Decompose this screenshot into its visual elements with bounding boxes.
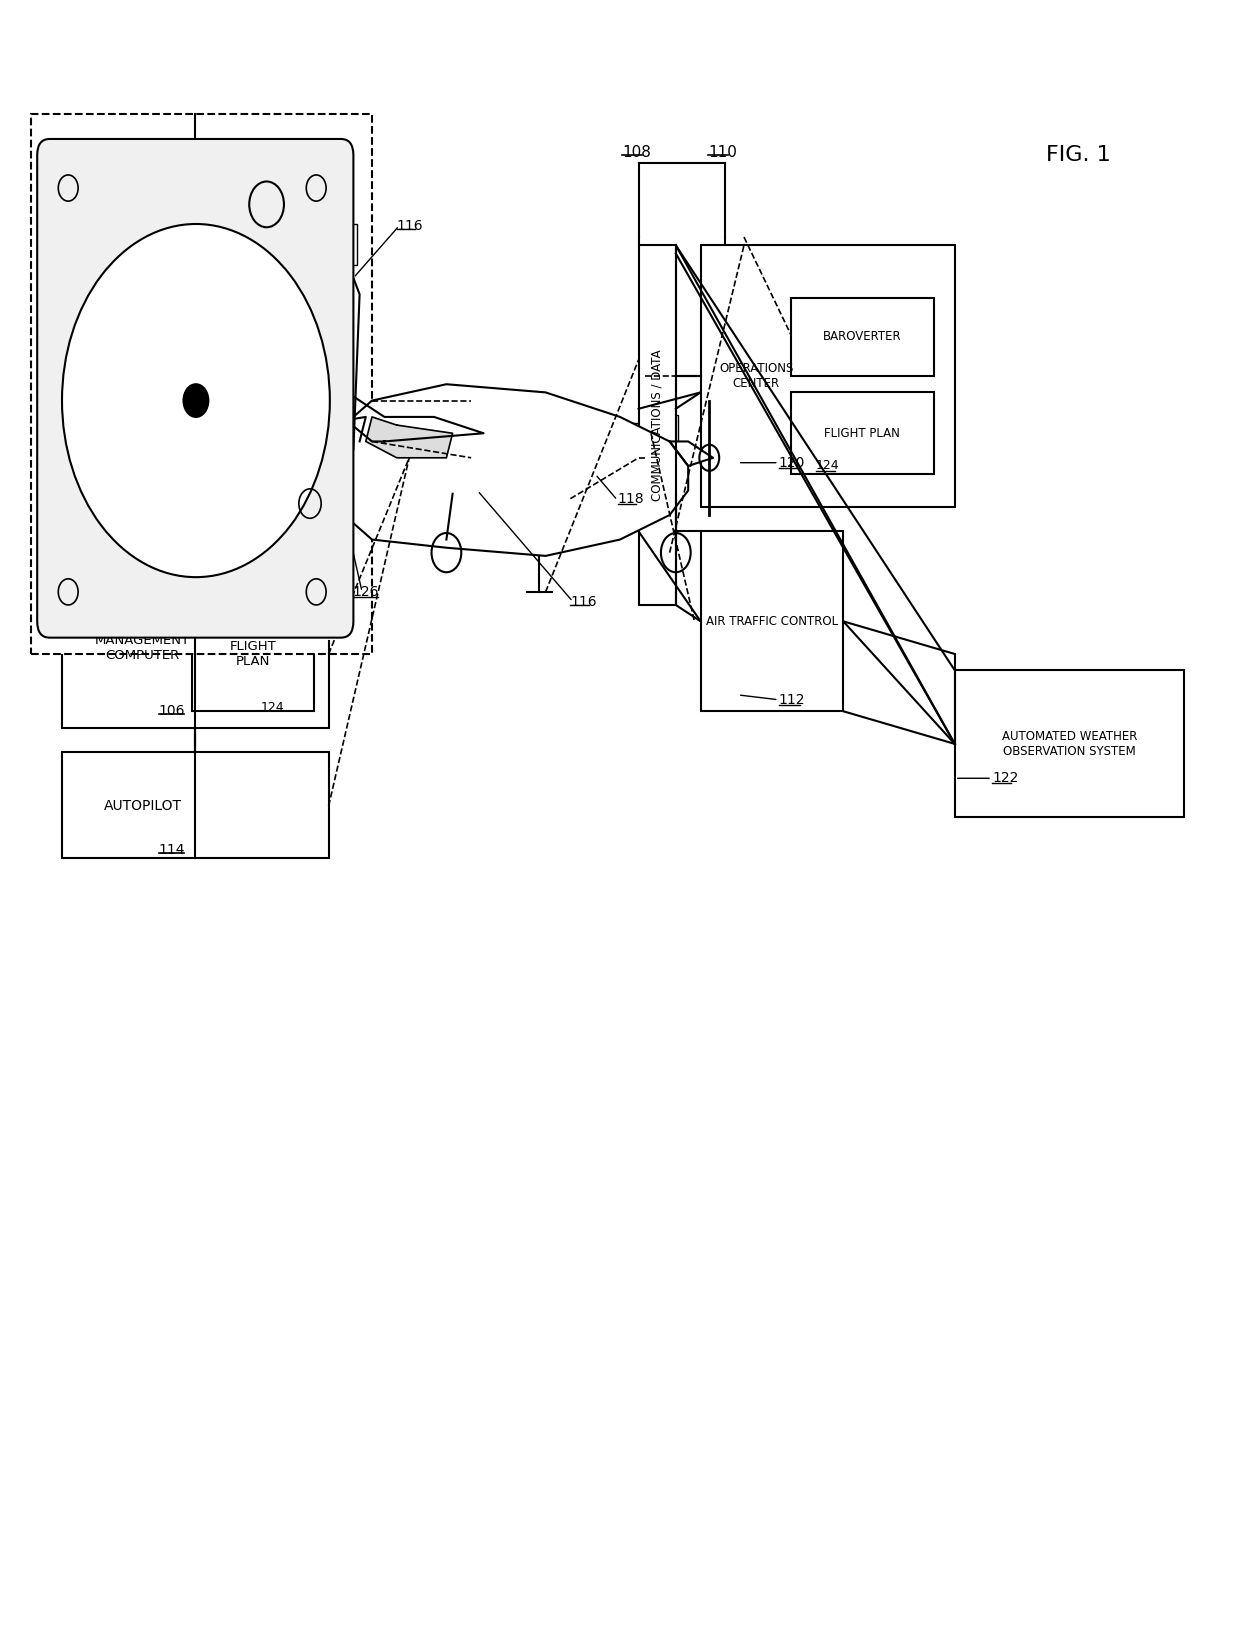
- Text: 110: 110: [708, 144, 737, 160]
- Bar: [791, 298, 934, 376]
- Bar: [290, 224, 312, 265]
- Text: 10: 10: [188, 262, 203, 271]
- Text: 116: 116: [397, 219, 423, 232]
- Text: 9: 9: [298, 240, 305, 250]
- Bar: [171, 289, 193, 330]
- Bar: [620, 423, 651, 453]
- Text: 9: 9: [133, 288, 140, 298]
- Text: 102: 102: [207, 585, 234, 598]
- Bar: [651, 415, 678, 445]
- Circle shape: [184, 384, 208, 417]
- Polygon shape: [267, 401, 366, 441]
- Bar: [62, 564, 329, 728]
- Text: 9: 9: [320, 240, 327, 250]
- Bar: [639, 245, 676, 605]
- Text: 0: 0: [201, 306, 208, 316]
- Text: 7: 7: [95, 437, 103, 446]
- Text: OPERATIONS
CENTER: OPERATIONS CENTER: [719, 361, 794, 391]
- Text: FLIGHT PLAN: FLIGHT PLAN: [825, 427, 900, 440]
- Bar: [268, 224, 290, 265]
- Bar: [508, 409, 539, 438]
- Bar: [471, 404, 502, 433]
- Text: 2: 2: [275, 240, 283, 250]
- Text: 120: 120: [779, 456, 805, 469]
- Bar: [583, 419, 614, 448]
- Bar: [701, 245, 955, 507]
- Text: 116: 116: [570, 595, 596, 608]
- Polygon shape: [670, 441, 713, 466]
- Text: 122: 122: [992, 772, 1018, 785]
- Text: 118: 118: [618, 492, 644, 505]
- Text: 124: 124: [816, 459, 839, 473]
- Text: COMMUNICATIONS / DATA: COMMUNICATIONS / DATA: [651, 350, 663, 500]
- Bar: [31, 114, 372, 654]
- Bar: [192, 597, 314, 711]
- Text: 4: 4: [252, 504, 259, 513]
- Text: 108: 108: [622, 144, 651, 160]
- Bar: [701, 531, 843, 711]
- Text: 124: 124: [260, 701, 284, 714]
- Text: 5: 5: [192, 530, 200, 540]
- Text: 112: 112: [779, 693, 805, 706]
- Text: 9: 9: [223, 306, 231, 316]
- Polygon shape: [366, 417, 453, 458]
- Bar: [546, 414, 577, 443]
- Text: 106: 106: [159, 705, 185, 718]
- Text: 2: 2: [342, 240, 350, 250]
- Bar: [791, 392, 934, 474]
- Text: 114: 114: [159, 844, 185, 857]
- Bar: [193, 289, 216, 330]
- Text: AUTOMATED WEATHER
OBSERVATION SYSTEM: AUTOMATED WEATHER OBSERVATION SYSTEM: [1002, 729, 1137, 759]
- Bar: [62, 752, 329, 858]
- Polygon shape: [316, 384, 688, 556]
- Text: 8: 8: [95, 355, 103, 365]
- Polygon shape: [316, 278, 360, 458]
- Bar: [312, 224, 335, 265]
- Text: FIG. 1: FIG. 1: [1047, 146, 1111, 165]
- Text: FLIGHT
MANAGEMENT
COMPUTER: FLIGHT MANAGEMENT COMPUTER: [95, 620, 190, 662]
- Text: 0: 0: [246, 306, 253, 316]
- Text: 2: 2: [179, 306, 186, 316]
- Text: 100: 100: [130, 173, 164, 193]
- Text: 1: 1: [264, 301, 272, 311]
- Text: BAROVERTER: BAROVERTER: [823, 330, 901, 343]
- Bar: [955, 670, 1184, 818]
- Text: 6: 6: [133, 504, 140, 513]
- Text: AIR TRAFFIC CONTROL: AIR TRAFFIC CONTROL: [706, 615, 838, 628]
- Bar: [238, 289, 260, 330]
- Text: FLIGHT
PLAN: FLIGHT PLAN: [229, 639, 277, 669]
- FancyBboxPatch shape: [37, 139, 353, 638]
- Circle shape: [62, 224, 330, 577]
- Text: 126: 126: [352, 585, 379, 598]
- Text: 104: 104: [253, 585, 280, 598]
- Text: 2: 2: [289, 355, 296, 365]
- Bar: [335, 224, 357, 265]
- Text: AUTOPILOT: AUTOPILOT: [104, 800, 181, 813]
- Bar: [216, 289, 238, 330]
- Text: 3: 3: [289, 437, 296, 446]
- Polygon shape: [229, 327, 484, 441]
